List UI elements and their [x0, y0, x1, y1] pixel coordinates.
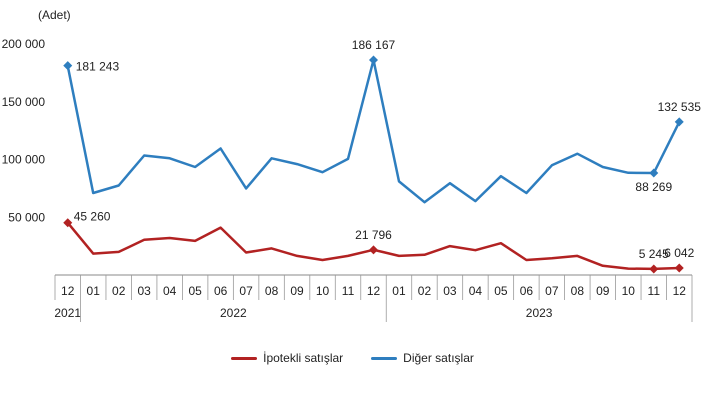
data-label-1: 132 535	[658, 100, 702, 114]
year-label: 2021	[54, 306, 81, 320]
x-tick-label: 07	[239, 284, 253, 298]
x-tick-label: 08	[571, 284, 585, 298]
unit-label: (Adet)	[38, 8, 71, 22]
data-label-1: 181 243	[76, 60, 120, 74]
x-tick-label: 01	[87, 284, 101, 298]
series-marker-1	[649, 168, 659, 178]
data-label-0: 6 042	[664, 246, 694, 260]
x-tick-label: 02	[112, 284, 126, 298]
x-tick-label: 11	[648, 284, 661, 298]
year-label: 2022	[220, 306, 247, 320]
series-marker-0	[674, 263, 684, 273]
series-marker-0	[649, 264, 659, 274]
series-marker-0	[369, 245, 378, 255]
x-tick-label: 09	[290, 284, 304, 298]
y-tick-label: 150 000	[2, 95, 46, 109]
x-tick-label: 04	[163, 284, 177, 298]
y-tick-label: 50 000	[8, 210, 45, 224]
series-marker-1	[674, 117, 684, 127]
x-tick-label: 08	[265, 284, 279, 298]
x-tick-label: 11	[342, 284, 355, 298]
y-tick-label: 100 000	[2, 153, 46, 167]
x-tick-label: 05	[494, 284, 508, 298]
legend-swatch-diger	[371, 356, 398, 360]
x-tick-label: 12	[673, 284, 687, 298]
x-tick-label: 03	[138, 284, 152, 298]
series-marker-0	[63, 218, 73, 228]
legend-swatch-ipotekli	[231, 356, 258, 360]
legend: İpotekli satışlar Diğer satışlar	[0, 348, 705, 368]
x-tick-label: 12	[61, 284, 75, 298]
legend-label-ipotekli: İpotekli satışlar	[263, 351, 344, 365]
year-label: 2023	[526, 306, 553, 320]
data-label-1: 88 269	[635, 180, 672, 194]
x-tick-label: 10	[622, 284, 636, 298]
data-label-0: 21 796	[355, 228, 392, 242]
x-tick-label: 05	[188, 284, 202, 298]
x-tick-label: 12	[367, 284, 381, 298]
series-line-1	[66, 58, 681, 204]
x-tick-label: 02	[418, 284, 432, 298]
x-tick-label: 04	[469, 284, 483, 298]
x-tick-label: 06	[520, 284, 534, 298]
x-tick-label: 09	[596, 284, 610, 298]
legend-item-ipotekli: İpotekli satışlar	[231, 348, 343, 368]
x-tick-label: 03	[443, 284, 457, 298]
legend-label-diger: Diğer satışlar	[403, 351, 474, 365]
data-label-1: 186 167	[352, 38, 396, 52]
legend-item-diger: Diğer satışlar	[371, 348, 474, 368]
series-marker-1	[369, 55, 378, 65]
data-label-0: 45 260	[74, 210, 111, 224]
x-tick-label: 06	[214, 284, 228, 298]
y-tick-label: 200 000	[2, 37, 46, 51]
data-label-0: 5 245	[639, 247, 669, 261]
x-tick-label: 07	[545, 284, 559, 298]
series-marker-1	[63, 61, 73, 71]
x-tick-label: 01	[392, 284, 406, 298]
x-tick-label: 10	[316, 284, 330, 298]
